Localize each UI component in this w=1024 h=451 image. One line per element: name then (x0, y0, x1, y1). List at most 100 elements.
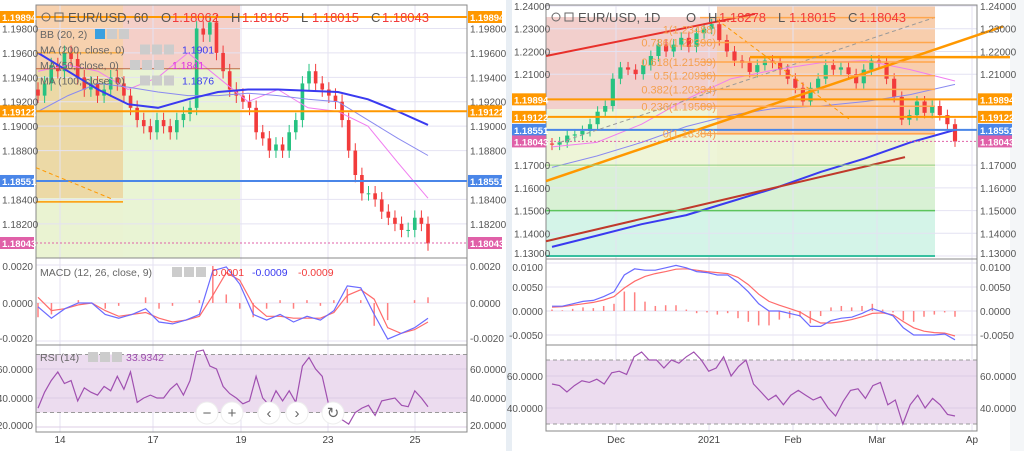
gear-icon[interactable] (107, 29, 117, 39)
price-axis-label-left: 1.24000 (514, 2, 551, 13)
candle-body (914, 101, 920, 116)
candle-body (267, 138, 272, 151)
rsi-axis-label: 60.0000 (980, 372, 1017, 383)
candle-body (293, 120, 298, 133)
macd-axis-label-left: 0.0000 (2, 299, 33, 310)
price-axis-label-left: 1.16000 (514, 184, 551, 195)
zoom-nav-button[interactable] (285, 401, 309, 425)
rsi-axis-label: 60.0000 (470, 365, 507, 376)
fib-level-label: 1(1.23488) (663, 25, 716, 37)
candle-body (360, 174, 364, 194)
gear-icon[interactable] (184, 267, 194, 277)
ohlc-label: H (231, 10, 240, 25)
candle-body (816, 78, 821, 88)
chart-settings-icon[interactable] (54, 12, 64, 22)
zoom-nav-button[interactable] (257, 401, 281, 425)
close-icon[interactable] (164, 44, 174, 55)
price-axis-label: 1.18800 (470, 147, 507, 158)
candle-body (633, 69, 638, 75)
candle-body (62, 52, 67, 72)
price-axis-label: 1.24000 (980, 2, 1017, 13)
panel-separator (506, 0, 512, 451)
candle-body (884, 62, 889, 79)
gear-icon[interactable] (142, 60, 152, 70)
price-level-badge-text: 1.18551 (2, 177, 37, 188)
close-icon[interactable] (154, 60, 164, 70)
candle-body (141, 120, 146, 127)
close-icon[interactable] (164, 75, 174, 86)
candle-body (808, 87, 813, 102)
candle-body (641, 65, 646, 75)
macd-signal-value: -0.0009 (298, 267, 334, 279)
time-axis-label: Dec (607, 435, 625, 446)
minus-icon: − (203, 405, 212, 422)
price-level-badge (468, 105, 502, 118)
price-axis-label-left: 1.19400 (2, 73, 39, 84)
candle-body (82, 77, 87, 90)
candle-body (565, 135, 570, 143)
eye-icon[interactable] (140, 44, 150, 55)
macd-axis-label-left: -0.0020 (0, 334, 33, 345)
candle-body (846, 67, 851, 75)
close-icon[interactable] (196, 267, 206, 277)
close-icon[interactable] (119, 29, 129, 39)
reset-icon: ↻ (327, 405, 340, 422)
macd-legend-label: MACD (12, 26, close, 9) (40, 267, 152, 279)
indicator-value: 1.1876 (182, 76, 214, 88)
ohlc-value: 1.18062 (172, 10, 219, 25)
fib-level-label: 0.382(1.20334) (641, 84, 716, 96)
candle-body (419, 217, 424, 224)
zoom-nav-button[interactable] (220, 401, 244, 425)
candle-body (69, 52, 73, 60)
candle-body (254, 107, 258, 133)
candle-body (679, 37, 684, 45)
candle-body (399, 223, 404, 230)
eye-icon[interactable] (172, 267, 182, 277)
close-icon[interactable] (112, 352, 122, 362)
zoom-nav-button[interactable] (321, 401, 345, 425)
eye-icon[interactable] (95, 29, 105, 39)
candle-body (755, 65, 760, 72)
price-level-badge-text: 1.19122 (514, 113, 548, 124)
macd-axis-label: -0.0050 (980, 331, 1014, 342)
collapse-icon[interactable] (41, 12, 51, 22)
rsi-line (37, 349, 429, 425)
price-axis-label-left: 1.22000 (514, 47, 551, 58)
chevron-right-icon: › (295, 405, 300, 422)
price-level-badge-text: 1.18551 (514, 126, 549, 137)
zone-light-green (36, 198, 123, 258)
candle-body (937, 106, 942, 116)
candle-body (108, 77, 113, 90)
zoom-nav-button[interactable] (195, 401, 219, 425)
gear-icon[interactable] (100, 352, 110, 362)
ohlc-label: C (848, 10, 857, 25)
price-axis-label: 1.19600 (470, 49, 507, 60)
price-axis-label: 1.15000 (980, 207, 1017, 218)
eye-icon[interactable] (88, 352, 98, 362)
price-axis-label-left: 1.19600 (2, 49, 39, 60)
candle-body (747, 62, 752, 72)
eye-icon[interactable] (140, 75, 150, 86)
collapse-icon[interactable] (551, 12, 561, 22)
candle-body (823, 65, 828, 79)
zone-light-green (123, 68, 240, 258)
price-axis-label-left: 1.19200 (2, 98, 39, 109)
candle-body (42, 83, 47, 96)
candle-body (194, 28, 199, 108)
price-level-badge-text: 1.19122 (470, 107, 504, 118)
candle-body (75, 59, 80, 78)
candle-body (892, 78, 897, 97)
gear-icon[interactable] (152, 44, 162, 55)
time-axis-label: 23 (322, 435, 334, 446)
macd-axis-label-left: 0.0100 (512, 263, 543, 274)
candle-body (320, 83, 325, 90)
gear-icon[interactable] (152, 75, 162, 86)
price-axis-label: 1.19000 (470, 122, 507, 133)
macd-axis-label: 0.0050 (980, 283, 1011, 294)
rsi-axis-label: 40.0000 (470, 394, 507, 405)
price-axis-label: 1.19200 (470, 98, 507, 109)
candle-body (595, 111, 600, 125)
eye-icon[interactable] (130, 60, 140, 70)
chart-settings-icon[interactable] (564, 12, 574, 22)
price-axis-label: 1.19400 (470, 73, 507, 84)
